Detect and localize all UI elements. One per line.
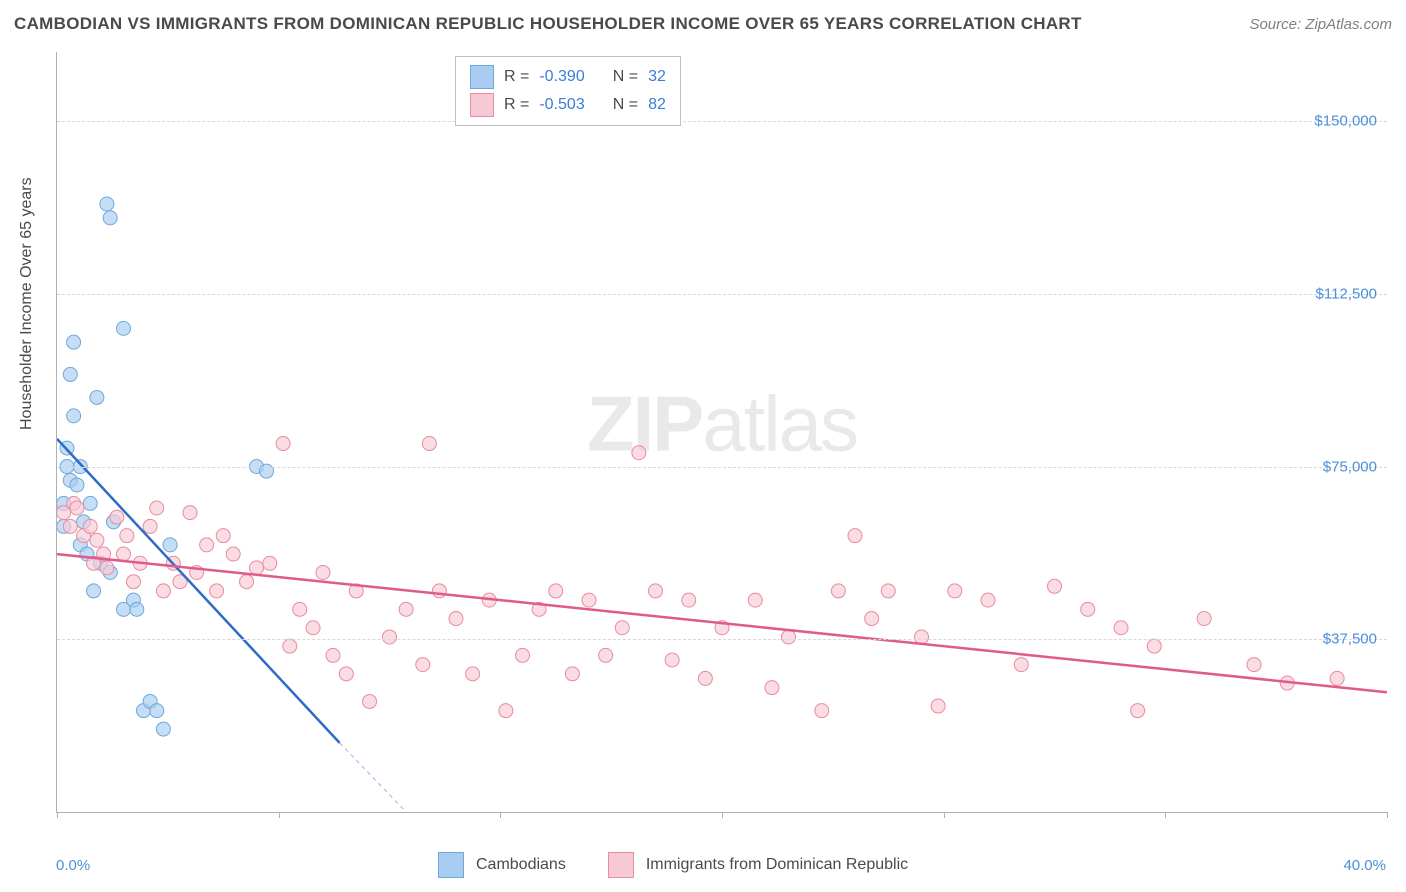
legend-series: Cambodians Immigrants from Dominican Rep… [438,852,908,878]
n-value-dominican: 82 [648,96,666,114]
chart-svg [57,52,1387,812]
legend-label-cambodians: Cambodians [476,856,566,874]
x-tick [279,812,280,818]
chart-header: CAMBODIAN VS IMMIGRANTS FROM DOMINICAN R… [14,14,1392,34]
x-axis-max-label: 40.0% [1343,857,1386,874]
source-attribution: Source: ZipAtlas.com [1249,16,1392,33]
swatch-dominican [470,93,494,117]
x-tick [1165,812,1166,818]
x-axis-min-label: 0.0% [56,857,90,874]
legend-stats-row-1: R = -0.390 N = 32 [470,63,666,91]
gridline [57,294,1387,295]
chart-title: CAMBODIAN VS IMMIGRANTS FROM DOMINICAN R… [14,14,1082,34]
y-tick-label: $112,500 [1316,285,1377,302]
x-tick [57,812,58,818]
x-tick [500,812,501,818]
x-tick [722,812,723,818]
r-value-cambodians: -0.390 [539,68,584,86]
y-tick-label: $150,000 [1314,113,1377,130]
y-tick-label: $37,500 [1323,631,1377,648]
x-tick [1387,812,1388,818]
swatch-cambodians [470,65,494,89]
swatch-bottom-cambodians [438,852,464,878]
legend-stats-row-2: R = -0.503 N = 82 [470,91,666,119]
plot-area: ZIPatlas $37,500 $75,000 $112,500 $150,000 [56,52,1387,813]
watermark: ZIPatlas [587,379,857,470]
legend-stats: R = -0.390 N = 32 R = -0.503 N = 82 [455,56,681,126]
y-axis-title: Householder Income Over 65 years [18,177,36,430]
n-value-cambodians: 32 [648,68,666,86]
gridline [57,467,1387,468]
r-value-dominican: -0.503 [539,96,584,114]
x-tick [944,812,945,818]
gridline [57,639,1387,640]
y-tick-label: $75,000 [1323,458,1377,475]
gridline [57,121,1387,122]
legend-label-dominican: Immigrants from Dominican Republic [646,856,908,874]
swatch-bottom-dominican [608,852,634,878]
